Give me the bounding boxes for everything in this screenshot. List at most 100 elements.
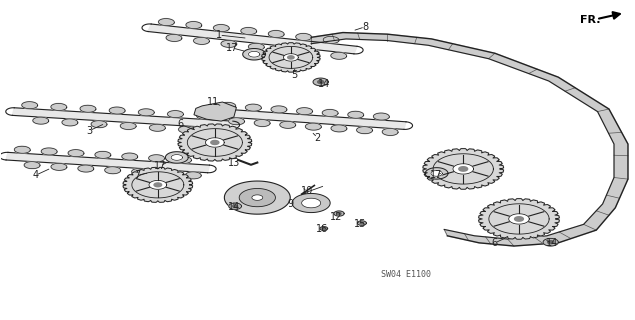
Polygon shape: [120, 123, 136, 130]
Text: 5: 5: [291, 70, 298, 80]
Polygon shape: [131, 168, 147, 175]
Polygon shape: [262, 43, 320, 72]
Polygon shape: [15, 146, 30, 153]
Polygon shape: [276, 46, 291, 53]
Text: 17: 17: [154, 161, 166, 171]
Polygon shape: [186, 21, 202, 28]
Polygon shape: [318, 80, 324, 84]
Polygon shape: [213, 25, 229, 32]
Polygon shape: [149, 155, 164, 162]
Polygon shape: [6, 152, 210, 173]
Text: 11: 11: [207, 97, 219, 107]
Polygon shape: [13, 108, 233, 129]
Polygon shape: [175, 156, 191, 164]
Polygon shape: [304, 49, 319, 56]
Polygon shape: [283, 54, 298, 61]
Text: 14: 14: [546, 238, 558, 248]
Polygon shape: [33, 117, 49, 124]
Polygon shape: [269, 30, 284, 37]
Polygon shape: [514, 217, 523, 221]
Polygon shape: [292, 194, 330, 212]
Polygon shape: [138, 109, 154, 116]
Polygon shape: [178, 126, 194, 133]
Polygon shape: [241, 28, 257, 35]
Polygon shape: [171, 155, 182, 160]
Polygon shape: [323, 36, 339, 44]
Text: 16: 16: [316, 224, 329, 235]
Polygon shape: [62, 119, 78, 126]
Text: 14: 14: [318, 79, 330, 89]
Polygon shape: [232, 205, 237, 207]
Polygon shape: [334, 211, 344, 216]
Polygon shape: [122, 153, 138, 160]
Text: 12: 12: [330, 212, 343, 222]
Polygon shape: [168, 111, 184, 118]
Polygon shape: [229, 203, 241, 209]
Polygon shape: [358, 221, 366, 225]
Text: 8: 8: [362, 22, 368, 32]
Text: SW04 E1100: SW04 E1100: [381, 270, 431, 279]
Polygon shape: [221, 40, 237, 47]
Polygon shape: [159, 170, 175, 177]
Text: 3: 3: [86, 126, 93, 136]
Polygon shape: [425, 168, 448, 179]
Polygon shape: [166, 152, 188, 163]
Polygon shape: [91, 121, 107, 128]
Polygon shape: [288, 56, 294, 59]
Polygon shape: [357, 127, 373, 134]
Polygon shape: [154, 183, 162, 187]
Polygon shape: [95, 151, 110, 158]
Polygon shape: [24, 162, 40, 169]
Polygon shape: [80, 105, 96, 112]
Polygon shape: [194, 37, 210, 44]
Polygon shape: [271, 106, 287, 113]
Text: 7: 7: [134, 170, 140, 180]
Polygon shape: [323, 228, 325, 229]
Text: 1: 1: [217, 30, 222, 40]
Polygon shape: [206, 138, 224, 147]
Polygon shape: [302, 198, 321, 208]
Polygon shape: [280, 121, 296, 128]
Polygon shape: [337, 212, 341, 214]
Polygon shape: [243, 49, 265, 60]
Polygon shape: [479, 199, 559, 239]
Polygon shape: [322, 109, 338, 116]
Polygon shape: [311, 33, 628, 246]
Polygon shape: [297, 108, 312, 115]
Polygon shape: [149, 180, 167, 189]
Polygon shape: [41, 148, 57, 155]
Polygon shape: [453, 164, 474, 174]
Polygon shape: [78, 165, 94, 172]
Polygon shape: [254, 120, 270, 126]
Polygon shape: [159, 19, 175, 26]
Polygon shape: [68, 150, 84, 157]
Polygon shape: [109, 107, 125, 114]
Polygon shape: [543, 238, 558, 246]
Polygon shape: [547, 241, 554, 244]
Text: 13: 13: [228, 157, 240, 168]
Text: 6: 6: [177, 119, 183, 129]
Text: 17: 17: [431, 170, 443, 180]
Polygon shape: [51, 163, 67, 170]
Polygon shape: [239, 188, 276, 207]
Polygon shape: [431, 171, 443, 176]
Polygon shape: [459, 167, 467, 171]
Polygon shape: [248, 43, 264, 50]
Polygon shape: [305, 123, 321, 130]
Polygon shape: [245, 104, 261, 111]
Polygon shape: [320, 227, 328, 230]
Text: 14: 14: [228, 202, 240, 212]
Polygon shape: [331, 125, 347, 132]
Polygon shape: [185, 172, 201, 179]
Polygon shape: [212, 108, 406, 129]
Polygon shape: [313, 78, 328, 86]
Polygon shape: [382, 128, 398, 135]
Text: 17: 17: [226, 43, 238, 53]
Polygon shape: [211, 140, 219, 145]
Polygon shape: [248, 51, 260, 57]
Polygon shape: [197, 112, 213, 119]
Polygon shape: [178, 124, 251, 161]
Polygon shape: [148, 24, 357, 54]
Polygon shape: [252, 195, 263, 200]
Polygon shape: [149, 124, 165, 131]
